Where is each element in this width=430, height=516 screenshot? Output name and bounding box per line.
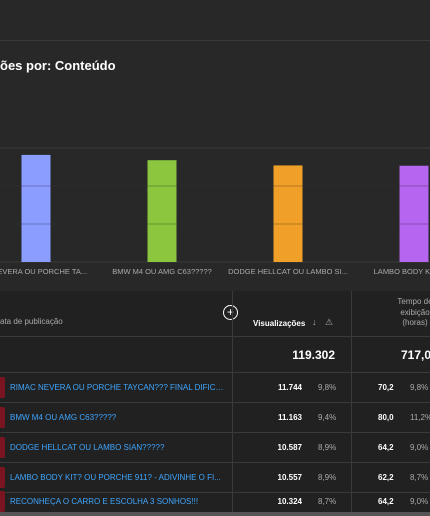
watch-time-column-header[interactable]: Tempo de exibição (horas) xyxy=(380,297,430,329)
video-title-link[interactable]: DODGE HELLCAT OU LAMBO SIAN????? xyxy=(10,443,165,452)
video-title-link[interactable]: RIMAC NEVERA OU PORCHE TAYCAN??? FINAL D… xyxy=(10,383,225,392)
video-watch-percent: 9,0% xyxy=(410,443,429,452)
video-views-percent: 8,7% xyxy=(318,497,337,506)
publish-date-column-header[interactable]: ata de publicação xyxy=(0,317,63,326)
video-views: 11.163 xyxy=(277,413,302,422)
video-views-percent: 8,9% xyxy=(318,473,337,482)
chart-category-label: DODGE HELLCAT OU LAMBO SI... xyxy=(228,267,348,276)
video-views: 10.557 xyxy=(277,473,302,482)
video-thumbnail[interactable] xyxy=(0,437,5,458)
video-watch-percent: 9,0% xyxy=(410,497,429,506)
table-row[interactable]: BMW M4 OU AMG C63????? 11.163 9,4% 80,0 … xyxy=(0,403,430,433)
watch-time-header-line3: (horas) xyxy=(402,318,428,327)
sort-descending-icon[interactable]: ↓ xyxy=(312,317,317,327)
video-thumbnail[interactable] xyxy=(0,407,5,428)
video-thumbnail[interactable] xyxy=(0,467,5,488)
chart-bar[interactable] xyxy=(147,160,177,262)
video-views: 10.324 xyxy=(277,497,302,506)
watch-time-header-line2: exibição xyxy=(400,307,430,317)
video-thumbnail[interactable] xyxy=(0,491,5,512)
video-views: 10.587 xyxy=(277,443,302,452)
video-watch-percent: 9,8% xyxy=(410,383,429,392)
content-table: ata de publicação + Visualizações ↓ ⚠ Te… xyxy=(0,291,430,516)
chart-category-label: BMW M4 OU AMG C63????? xyxy=(112,267,212,276)
video-views-percent: 8,9% xyxy=(318,443,337,452)
watch-time-header-line1: Tempo de xyxy=(397,297,430,306)
chart-category-label: E NEVERA OU PORCHE TA... xyxy=(0,267,87,276)
column-divider xyxy=(232,291,233,516)
video-views: 11.744 xyxy=(277,383,302,392)
add-column-icon[interactable]: + xyxy=(223,305,238,320)
chart-category-label: LAMBO BODY KIT? OU xyxy=(374,267,430,276)
video-watch-time: 64,2 xyxy=(378,497,394,506)
video-watch-time: 80,0 xyxy=(378,413,394,422)
horizontal-scrollbar[interactable] xyxy=(0,512,430,516)
video-watch-percent: 11,2% xyxy=(410,413,430,422)
table-row[interactable]: RIMAC NEVERA OU PORCHE TAYCAN??? FINAL D… xyxy=(0,373,430,403)
video-watch-time: 64,2 xyxy=(378,443,394,452)
chart-bar[interactable] xyxy=(399,165,429,262)
video-watch-time: 70,2 xyxy=(378,383,394,392)
video-title-link[interactable]: BMW M4 OU AMG C63????? xyxy=(10,413,117,422)
chart-bar[interactable] xyxy=(273,165,303,262)
video-title-link[interactable]: RECONHEÇA O CARRO E ESCOLHA 3 SONHOS!!! xyxy=(10,497,199,506)
total-watch-time: 717,0 xyxy=(401,348,430,362)
views-column-header[interactable]: Visualizações xyxy=(253,319,306,328)
table-row[interactable]: LAMBO BODY KIT? OU PORCHE 911? - ADIVINH… xyxy=(0,463,430,493)
video-watch-time: 62,2 xyxy=(378,473,394,482)
views-bar-chart: E NEVERA OU PORCHE TA... BMW M4 OU AMG C6… xyxy=(0,147,430,276)
column-divider xyxy=(351,291,352,516)
video-title-link[interactable]: LAMBO BODY KIT? OU PORCHE 911? - ADIVINH… xyxy=(10,473,221,482)
table-header: ata de publicação + Visualizações ↓ ⚠ Te… xyxy=(0,291,430,337)
totals-row: 119.302 717,0 xyxy=(0,336,430,373)
total-views: 119.302 xyxy=(292,348,335,362)
warning-icon[interactable]: ⚠ xyxy=(325,317,334,327)
video-views-percent: 9,4% xyxy=(318,413,337,422)
video-thumbnail[interactable] xyxy=(0,377,5,398)
section-title: ões por: Conteúdo xyxy=(0,58,116,73)
top-bar xyxy=(0,0,430,41)
table-row[interactable]: DODGE HELLCAT OU LAMBO SIAN????? 10.587 … xyxy=(0,433,430,463)
table-row[interactable]: RECONHEÇA O CARRO E ESCOLHA 3 SONHOS!!! … xyxy=(0,487,430,512)
chart-bar[interactable] xyxy=(21,154,51,262)
video-views-percent: 9,8% xyxy=(318,383,337,392)
video-watch-percent: 8,7% xyxy=(410,473,429,482)
